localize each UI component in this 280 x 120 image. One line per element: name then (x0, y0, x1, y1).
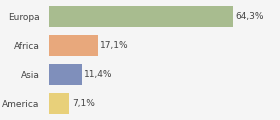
Bar (49, 64, 82, 85)
Bar (49, 6, 233, 27)
Bar (49, 93, 69, 114)
Text: 64,3%: 64,3% (235, 12, 264, 21)
Text: 17,1%: 17,1% (100, 41, 129, 50)
Text: 7,1%: 7,1% (72, 99, 95, 108)
Bar (49, 35, 98, 56)
Text: 11,4%: 11,4% (84, 70, 113, 79)
